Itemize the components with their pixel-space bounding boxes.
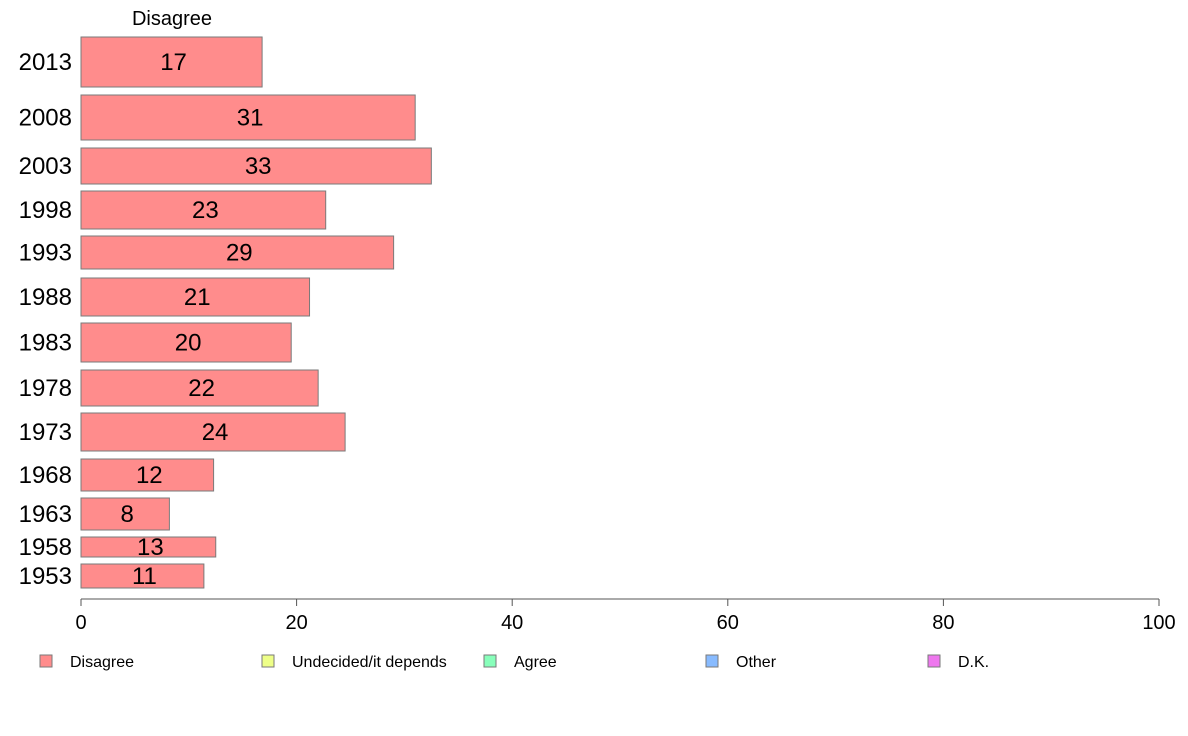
legend-swatch-undecided-it-depends — [261, 654, 275, 668]
category-label-1988: 1988 — [19, 284, 72, 311]
category-label-2013: 2013 — [19, 49, 72, 76]
category-label-1963: 1963 — [19, 501, 72, 528]
data-label-1983: 20 — [175, 330, 202, 357]
data-label-1968: 12 — [136, 462, 163, 489]
bar-1958 — [80, 536, 217, 558]
data-label-1993: 29 — [226, 240, 253, 267]
data-label-2013: 17 — [160, 49, 187, 76]
data-label-1958: 13 — [137, 534, 164, 561]
data-label-1998: 23 — [192, 197, 219, 224]
bar-1968 — [80, 458, 215, 492]
data-label-1978: 22 — [188, 375, 215, 402]
column-header: Disagree — [132, 8, 212, 30]
data-label-1988: 21 — [184, 284, 211, 311]
bar-1953 — [80, 563, 205, 589]
data-label-1953: 11 — [132, 563, 157, 590]
bar-1978 — [80, 369, 319, 407]
x-tick-label-40: 40 — [501, 612, 523, 634]
legend-label-disagree: Disagree — [70, 654, 134, 671]
bar-1973 — [80, 412, 346, 452]
data-label-1973: 24 — [202, 419, 229, 446]
bar-1993 — [80, 235, 395, 270]
bar-2013 — [80, 36, 263, 88]
bar-1963 — [80, 497, 170, 531]
category-label-1968: 1968 — [19, 462, 72, 489]
data-label-2003: 33 — [245, 153, 272, 180]
x-axis: 0 20 40 60 80 100 — [75, 598, 1176, 634]
category-label-1953: 1953 — [19, 563, 72, 590]
bar-1988 — [80, 277, 311, 317]
x-tick-label-0: 0 — [75, 612, 86, 634]
category-label-1998: 1998 — [19, 197, 72, 224]
legend-swatch-d-k — [927, 654, 941, 668]
category-label-2008: 2008 — [19, 105, 72, 132]
x-tick-label-80: 80 — [932, 612, 954, 634]
legend-swatch-disagree — [39, 654, 53, 668]
x-tick-label-100: 100 — [1142, 612, 1175, 634]
legend-label-agree: Agree — [514, 654, 557, 671]
category-label-2003: 2003 — [19, 153, 72, 180]
bar-1998 — [80, 190, 327, 230]
category-label-1978: 1978 — [19, 375, 72, 402]
legend-swatch-other — [705, 654, 719, 668]
x-tick-label-20: 20 — [285, 612, 307, 634]
legend: Disagree Undecided/it depends Agree Other D.… — [39, 654, 989, 671]
legend-swatch-agree — [483, 654, 497, 668]
category-label-1973: 1973 — [19, 419, 72, 446]
legend-label-d-k: D.K. — [958, 654, 989, 671]
legend-label-other: Other — [736, 654, 777, 671]
bar-2003 — [80, 147, 432, 185]
bar-2008 — [80, 94, 416, 141]
legend-label-undecided-it-depends: Undecided/it depends — [292, 654, 447, 671]
data-label-2008: 31 — [237, 105, 264, 132]
category-label-1958: 1958 — [19, 534, 72, 561]
data-label-1963: 8 — [121, 501, 134, 528]
bar-1983 — [80, 322, 292, 363]
category-label-1983: 1983 — [19, 330, 72, 357]
x-tick-label-60: 60 — [717, 612, 739, 634]
category-label-1993: 1993 — [19, 240, 72, 267]
